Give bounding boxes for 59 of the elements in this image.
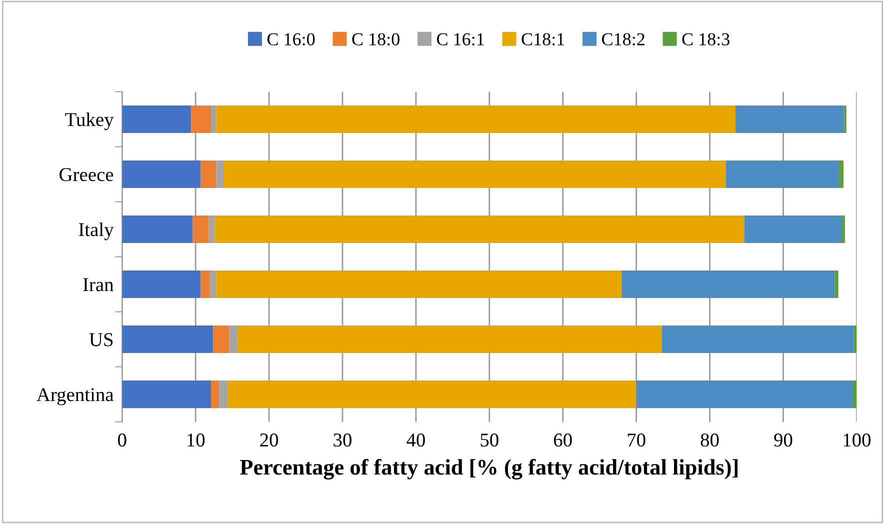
x-axis-title: Percentage of fatty acid [% (g fatty acid/total lipids)] (240, 458, 738, 480)
legend-label: C 16:1 (436, 33, 484, 46)
y-tick-label: Greece (60, 168, 114, 182)
bar (744, 215, 842, 244)
bar (735, 105, 844, 133)
legend-label: C 16:0 (267, 33, 315, 46)
x-tick-label: 40 (406, 433, 425, 447)
bar (122, 215, 193, 244)
legend-label: C18:2 (602, 33, 644, 46)
x-tick-label: 70 (628, 433, 646, 447)
y-tick-label: Tukey (65, 112, 114, 130)
legend-label: C 18:3 (682, 33, 730, 46)
x-tick-label: 20 (260, 433, 278, 447)
bar (662, 326, 854, 354)
bar (622, 270, 835, 298)
bar (122, 160, 201, 188)
bar (211, 105, 216, 133)
bar (224, 160, 726, 188)
bar (122, 326, 214, 354)
bar (213, 326, 230, 354)
bar (216, 105, 736, 133)
x-tick-label: 30 (334, 433, 352, 447)
bar (200, 270, 210, 298)
y-tick-label: Argentina (36, 388, 114, 406)
bar (842, 215, 845, 244)
legend-label: C18:1 (522, 33, 564, 46)
bar (228, 380, 636, 408)
bar (200, 160, 216, 188)
legend-label: C 18:0 (352, 33, 400, 46)
bar (726, 160, 840, 188)
y-tick-label: Iran (83, 278, 114, 292)
y-tick-label: US (89, 333, 113, 346)
bar (636, 380, 854, 408)
bar (839, 160, 844, 188)
x-tick-label: 0 (118, 433, 126, 447)
x-tick-label: 10 (188, 433, 205, 447)
x-tick-label: 90 (774, 433, 792, 447)
bar (211, 380, 220, 408)
x-tick-label: 80 (700, 433, 719, 447)
bar (853, 380, 857, 408)
bar (214, 215, 744, 244)
bar (229, 326, 238, 354)
bar (216, 270, 622, 298)
bar (216, 160, 224, 188)
bar (237, 326, 662, 354)
bar (122, 380, 212, 408)
x-tick-label: 60 (554, 433, 572, 447)
bar (210, 270, 216, 298)
bar (122, 105, 192, 133)
bar (834, 270, 838, 298)
bar (122, 270, 201, 298)
bar (192, 215, 209, 244)
x-tick-label: 100 (844, 433, 871, 447)
y-tick-label: Italy (78, 222, 114, 240)
bar (208, 215, 215, 244)
bar (219, 380, 228, 408)
x-tick-label: 50 (480, 433, 498, 447)
bar (191, 105, 212, 133)
bar (854, 326, 857, 354)
